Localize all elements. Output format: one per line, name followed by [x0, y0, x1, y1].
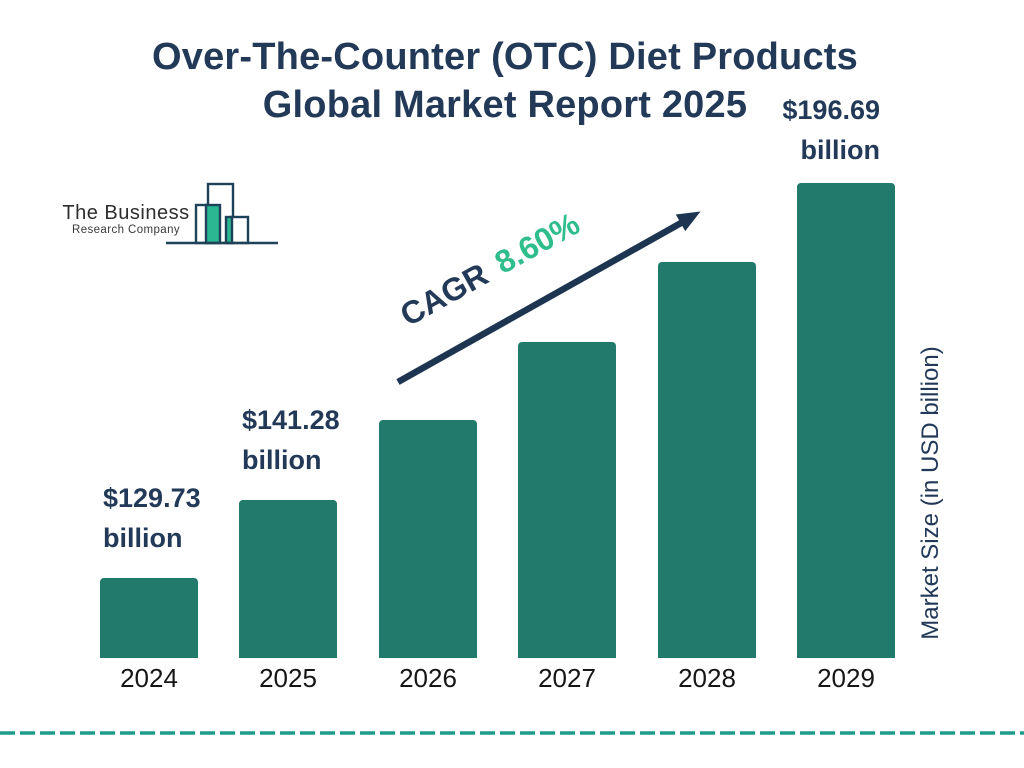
value-label-line: billion — [103, 523, 183, 553]
bar-2024 — [100, 578, 198, 658]
x-label-2027: 2027 — [538, 663, 596, 693]
value-label-2029: $196.69 billion — [782, 90, 880, 170]
value-label-line: $141.28 — [242, 405, 340, 435]
x-label-2028: 2028 — [678, 663, 736, 693]
cagr-annotation: CAGR8.60% — [394, 204, 586, 334]
value-label-2025: $141.28 billion — [242, 400, 340, 480]
y-axis-label: Market Size (in USD billion) — [917, 346, 944, 640]
value-label-line: billion — [800, 135, 880, 165]
brand-logo-text: The Business Research Company — [60, 202, 192, 237]
report-title-line2: Global Market Report 2025 — [262, 84, 748, 126]
bar-2027 — [518, 342, 616, 658]
brand-name: The Business — [62, 202, 190, 224]
value-label-line: billion — [242, 445, 322, 475]
value-label-line: $196.69 — [782, 95, 880, 125]
cagr-value: 8.60% — [488, 205, 586, 281]
x-label-2025: 2025 — [259, 663, 317, 693]
bar-2029 — [797, 183, 895, 658]
x-label-2029: 2029 — [817, 663, 875, 693]
brand-subname: Research Company — [71, 224, 181, 236]
report-title-line1: Over-The-Counter (OTC) Diet Products — [151, 36, 858, 78]
x-label-2026: 2026 — [399, 663, 457, 693]
bar-2028 — [658, 262, 756, 658]
value-label-2024: $129.73 billion — [103, 478, 201, 558]
bar-2026 — [379, 420, 477, 658]
x-label-2024: 2024 — [120, 663, 178, 693]
bar-chart-logo-icon — [166, 182, 278, 245]
bar-2025 — [239, 500, 337, 658]
growth-arrow-head — [675, 211, 701, 232]
value-label-line: $129.73 — [103, 483, 201, 513]
report-title: Over-The-Counter (OTC) Diet Products Glo… — [0, 33, 1010, 129]
cagr-label: CAGR — [394, 255, 494, 334]
